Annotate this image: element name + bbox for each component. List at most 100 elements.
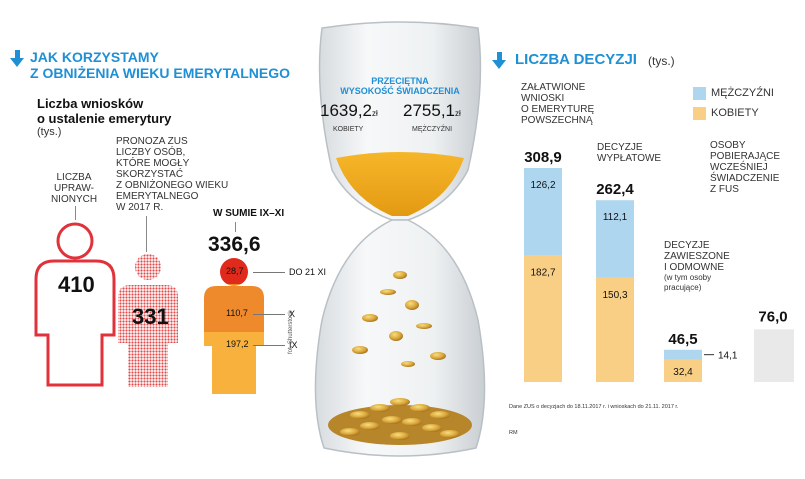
bar-women-2: [596, 277, 634, 382]
bar-label-line: POBIERAJĄCE: [710, 151, 781, 162]
left-header: JAK KORZYSTAMY Z OBNIŻENIA WIEKU EMERYTA…: [30, 49, 290, 81]
sum-label: W SUMIE IX–XI: [213, 208, 285, 219]
legend-swatch-men: [693, 87, 706, 100]
zus-leader-line: [146, 216, 147, 252]
bar-label-4: OSOBY POBIERAJĄCE WCZEŚNIEJ ŚWIADCZENIE …: [710, 140, 780, 195]
left-header-line2: Z OBNIŻENIA WIEKU EMERYTALNEGO: [30, 65, 291, 81]
coin-pile: [328, 398, 472, 445]
men-benefit-label: MĘŻCZYŹNI: [412, 126, 453, 133]
bar-sublabel-line: (w tym osoby: [664, 273, 712, 282]
zus-label-line: SKORZYSTAĆ: [116, 169, 184, 180]
bar-label-line: O EMERYTURĘ: [521, 104, 595, 115]
left-header-line1: JAK KORZYSTAMY: [30, 49, 159, 65]
hourglass-sand: [336, 152, 464, 216]
men-benefit: 2755,1zł: [403, 101, 461, 121]
bar-label-line: POWSZECHNĄ: [521, 115, 593, 126]
month-segment-x: [204, 284, 264, 332]
applications-title: Liczba wniosków o ustalenie emerytury: [37, 96, 171, 126]
women-benefit-label: KOBIETY: [333, 126, 364, 133]
entitled-label-line: LICZBA: [56, 172, 92, 183]
benefit-title: PRZECIĘTNA WYSOKOŚĆ ŚWIADCZENIA: [338, 76, 462, 96]
month-leader-ix: [253, 345, 285, 346]
men-benefit-unit: zł: [455, 109, 461, 118]
entitled-label-line: UPRAW-: [54, 183, 94, 194]
left-header-arrow: [10, 50, 24, 67]
month-value-x: 110,7: [226, 308, 248, 318]
bar-women-value: 182,7: [530, 267, 555, 278]
zus-label-line: PRONOZA ZUS: [116, 136, 188, 147]
month-value-ix: 197,2: [226, 339, 249, 349]
bar-total-label: 308,9: [524, 149, 562, 166]
bar-sublabel-line: pracujące): [664, 283, 702, 292]
month-label-ix: IX: [289, 340, 298, 350]
month-segment-ix: [204, 332, 264, 394]
applications-title-line1: Liczba wniosków: [37, 96, 144, 111]
month-label-x: X: [289, 309, 296, 319]
zus-label-line: Z OBNIŻONEGO WIEKU: [116, 180, 229, 191]
bar-label-line: DECYZJE: [597, 142, 643, 153]
zus-label: PRONOZA ZUS LICZBY OSÓB, KTÓRE MOGŁY SKO…: [116, 136, 236, 213]
monthly-figure: [204, 258, 264, 394]
right-header-unit: (tys.): [648, 54, 675, 68]
zus-value: 331: [132, 304, 169, 329]
bar-label-line: Z FUS: [710, 184, 739, 195]
right-header-arrow: [492, 52, 506, 69]
photo-credit: fot. Shutterstock: [288, 310, 294, 354]
bar-label-line: OSOBY: [710, 140, 746, 151]
entitled-value: 410: [58, 272, 95, 297]
zus-label-line: LICZBY OSÓB,: [116, 147, 186, 158]
bar-label-line: ZAŁATWIONE: [521, 82, 586, 93]
benefit-title-line2: WYSOKOŚĆ ŚWIADCZENIA: [340, 86, 460, 96]
month-label-xi: DO 21 XI: [289, 267, 327, 277]
right-header-title: LICZBA DECYZJI: [515, 51, 637, 68]
entitled-person-figure: [34, 222, 116, 387]
falling-coins: [352, 271, 446, 367]
month-leader-xi: [253, 272, 285, 273]
bar-label-3: DECYZJE ZAWIESZONE I ODMOWNE (w tym osob…: [664, 240, 730, 293]
sum-leader-line: [235, 222, 236, 232]
bar-women-value: 32,4: [673, 367, 693, 378]
bar-women-1: [524, 255, 562, 382]
bar-total-label: 46,5: [668, 331, 697, 348]
bar-label-line: DECYZJE: [664, 240, 710, 251]
bar-label-line: WCZEŚNIEJ: [710, 162, 768, 173]
women-benefit-unit: zł: [372, 109, 378, 118]
bar-men-1: [524, 168, 562, 256]
author: RM: [509, 430, 518, 436]
bar-total-4: [754, 329, 794, 382]
bar-label-1: ZAŁATWIONE WNIOSKI O EMERYTURĘ POWSZECHN…: [521, 82, 594, 126]
zus-person-figure: [118, 254, 178, 387]
bar-label-line: ŚWIADCZENIE: [710, 173, 780, 184]
entitled-label: LICZBA UPRAW- NIONYCH: [44, 172, 104, 205]
women-benefit: 1639,2zł: [320, 101, 378, 121]
bar-total-label: 262,4: [596, 181, 634, 198]
zus-label-line: KTÓRE MOGŁY: [116, 158, 190, 169]
month-leader-x: [253, 314, 285, 315]
month-value-xi: 28,7: [226, 266, 244, 276]
bar-women-value: 150,3: [602, 290, 627, 301]
women-benefit-value: 1639,2: [320, 101, 372, 120]
entitled-label-line: NIONYCH: [50, 194, 98, 205]
bar-women-3: [664, 359, 702, 382]
bar-men-2: [596, 200, 634, 278]
bar-men-value: 14,1: [718, 351, 738, 362]
bar-label-line: WYPŁATOWE: [597, 153, 662, 164]
entitled-leader-line: [75, 206, 76, 220]
bar-label-line: WNIOSKI: [521, 93, 565, 104]
hourglass-illustration: [314, 21, 486, 457]
sum-value: 336,6: [208, 233, 261, 256]
zus-label-line: EMERYTALNEGO: [116, 191, 199, 202]
bar-men-value: 112,1: [603, 212, 628, 223]
legend-label-women: KOBIETY: [711, 107, 759, 119]
legend-swatch-women: [693, 107, 706, 120]
decisions-bar-chart: 308,9 126,2 182,7 262,4 112,1 150,3 46,5 32,4 14…: [524, 149, 794, 382]
footnote: Dane ZUS o decyzjach do 18.11.2017 r. i …: [509, 404, 679, 410]
bar-men-value: 126,2: [530, 180, 555, 191]
applications-title-line2: o ustalenie emerytury: [37, 111, 172, 126]
bar-label-2: DECYZJE WYPŁATOWE: [597, 142, 661, 164]
applications-unit: (tys.): [37, 126, 62, 138]
zus-label-line: W 2017 R.: [116, 202, 164, 213]
people-figures: [34, 222, 178, 387]
men-benefit-value: 2755,1: [403, 101, 455, 120]
bar-total-label: 76,0: [758, 308, 787, 325]
